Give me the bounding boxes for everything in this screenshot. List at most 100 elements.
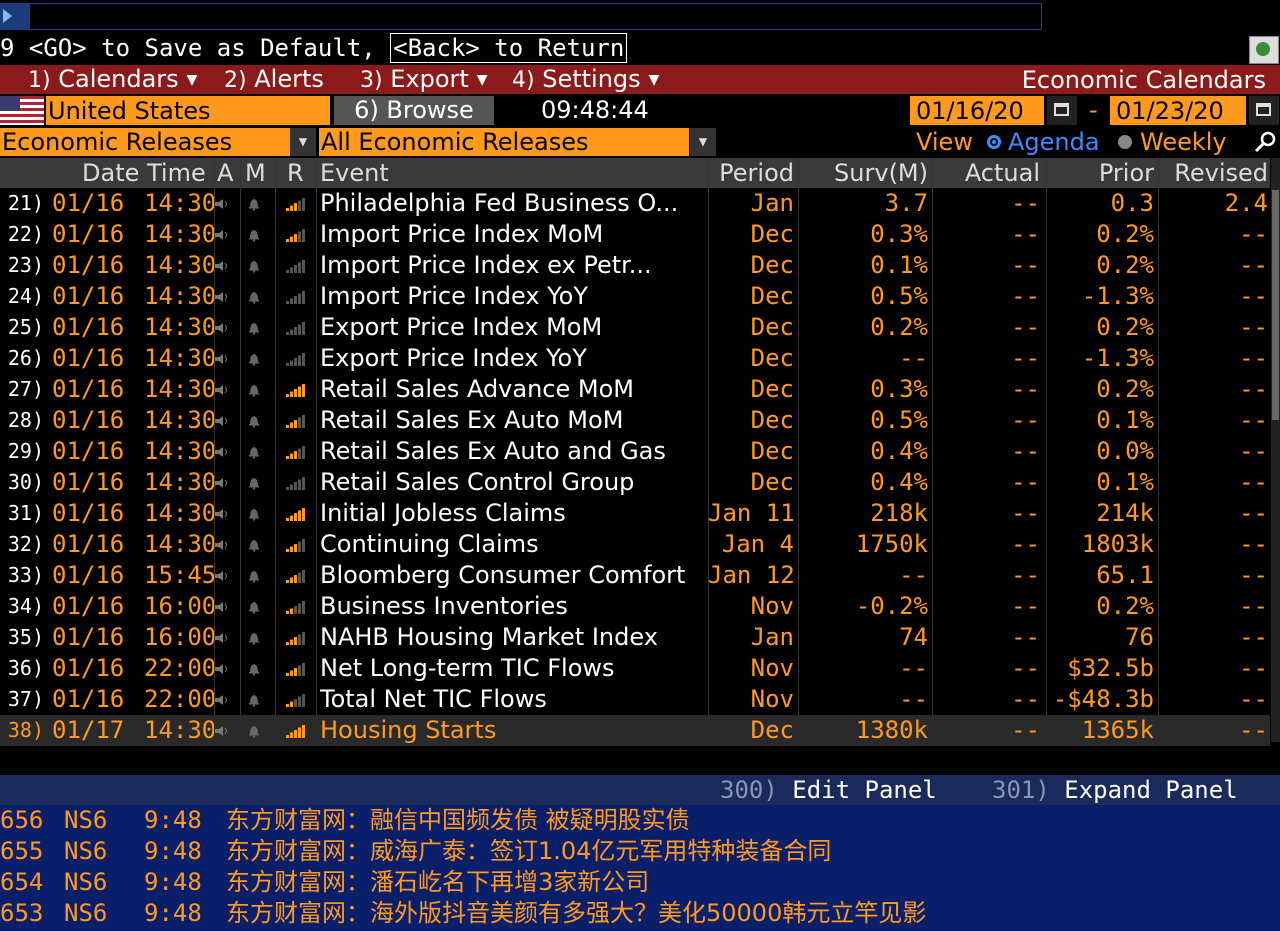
scrollbar[interactable] xyxy=(1271,158,1280,742)
alert-speaker-icon[interactable] xyxy=(215,509,231,519)
bell-icon[interactable] xyxy=(248,600,260,614)
event-name[interactable]: Housing Starts xyxy=(320,716,497,744)
bell-icon[interactable] xyxy=(248,290,260,304)
alert-speaker-icon[interactable] xyxy=(215,354,231,364)
event-name[interactable]: Business Inventories xyxy=(320,592,568,620)
event-name[interactable]: NAHB Housing Market Index xyxy=(320,623,658,651)
news-headline[interactable]: 654 NS6 9:48 东方财富网：潘石屹名下再增3家新公司 xyxy=(0,867,1280,898)
country-selector[interactable]: United States xyxy=(46,96,330,125)
chevron-down-icon[interactable]: ▼ xyxy=(690,128,716,156)
event-name[interactable]: Retail Sales Ex Auto and Gas xyxy=(320,437,666,465)
alert-speaker-icon[interactable] xyxy=(215,323,231,333)
table-row[interactable]: 30) 01/16 14:30 Retail Sales Control Group D… xyxy=(0,467,1270,498)
news-headline[interactable]: 656 NS6 9:48 东方财富网：融信中国频发债 被疑明股实债 xyxy=(0,805,1280,836)
alert-speaker-icon[interactable] xyxy=(215,416,231,426)
menu-settings[interactable]: 4) Settings ▼ xyxy=(512,65,659,94)
table-row[interactable]: 34) 01/16 16:00 Business Inventories Nov -0.2… xyxy=(0,591,1270,622)
col-event[interactable]: Event xyxy=(320,159,389,187)
bell-icon[interactable] xyxy=(248,228,260,242)
alert-speaker-icon[interactable] xyxy=(215,199,231,209)
search-icon[interactable] xyxy=(1252,130,1278,154)
col-revised[interactable]: Revised xyxy=(1174,159,1268,187)
event-name[interactable]: Philadelphia Fed Business O... xyxy=(320,189,679,217)
event-name[interactable]: Export Price Index YoY xyxy=(320,344,587,372)
expand-panel-button[interactable]: 301) Expand Panel xyxy=(992,775,1238,805)
weekly-label[interactable]: Weekly xyxy=(1140,128,1227,156)
event-name[interactable]: Retail Sales Control Group xyxy=(320,468,635,496)
alert-speaker-icon[interactable] xyxy=(215,602,231,612)
col-actual[interactable]: Actual xyxy=(964,159,1040,187)
subcategory-dropdown[interactable]: All Economic Releases xyxy=(319,128,689,156)
event-name[interactable]: Total Net TIC Flows xyxy=(320,685,547,713)
col-datetime[interactable]: Date Time xyxy=(82,159,206,187)
table-row[interactable]: 28) 01/16 14:30 Retail Sales Ex Auto MoM Dec… xyxy=(0,405,1270,436)
alert-speaker-icon[interactable] xyxy=(215,726,231,736)
col-period[interactable]: Period xyxy=(719,159,794,187)
event-name[interactable]: Continuing Claims xyxy=(320,530,539,558)
event-name[interactable]: Export Price Index MoM xyxy=(320,313,603,341)
alert-speaker-icon[interactable] xyxy=(215,695,231,705)
table-row[interactable]: 27) 01/16 14:30 Retail Sales Advance MoM Dec… xyxy=(0,374,1270,405)
command-line-input[interactable] xyxy=(0,3,1042,30)
alert-speaker-icon[interactable] xyxy=(215,571,231,581)
alert-speaker-icon[interactable] xyxy=(215,633,231,643)
menu-alerts[interactable]: 2) Alerts xyxy=(224,65,324,94)
col-survey[interactable]: Surv(M) xyxy=(834,159,928,187)
news-headline[interactable]: 655 NS6 9:48 东方财富网：威海广泰：签订1.04亿元军用特种装备合同 xyxy=(0,836,1280,867)
table-row[interactable]: 32) 01/16 14:30 Continuing Claims Jan 4 1750k… xyxy=(0,529,1270,560)
bell-icon[interactable] xyxy=(248,662,260,676)
bell-icon[interactable] xyxy=(248,383,260,397)
bell-icon[interactable] xyxy=(248,693,260,707)
bell-icon[interactable] xyxy=(248,569,260,583)
bell-icon[interactable] xyxy=(248,352,260,366)
table-row[interactable]: 37) 01/16 22:00 Total Net TIC Flows Nov -- -- -… xyxy=(0,684,1270,715)
bell-icon[interactable] xyxy=(248,197,260,211)
chevron-down-icon[interactable]: ▼ xyxy=(290,128,316,156)
bell-icon[interactable] xyxy=(248,476,260,490)
bell-icon[interactable] xyxy=(248,445,260,459)
alert-speaker-icon[interactable] xyxy=(215,230,231,240)
alert-speaker-icon[interactable] xyxy=(215,447,231,457)
table-row[interactable]: 21) 01/16 14:30 Philadelphia Fed Business O… xyxy=(0,188,1270,219)
alert-speaker-icon[interactable] xyxy=(215,385,231,395)
col-prior[interactable]: Prior xyxy=(1098,159,1154,187)
calendar-icon[interactable] xyxy=(1249,96,1279,125)
bell-icon[interactable] xyxy=(248,538,260,552)
table-row[interactable]: 24) 01/16 14:30 Import Price Index YoY Dec 0.… xyxy=(0,281,1270,312)
bell-icon[interactable] xyxy=(248,507,260,521)
table-row[interactable]: 22) 01/16 14:30 Import Price Index MoM Dec 0.… xyxy=(0,219,1270,250)
bell-icon[interactable] xyxy=(248,631,260,645)
table-row[interactable]: 23) 01/16 14:30 Import Price Index ex Petr.… xyxy=(0,250,1270,281)
bell-icon[interactable] xyxy=(248,414,260,428)
agenda-radio[interactable] xyxy=(987,135,1001,149)
back-to-return-button[interactable]: <Back> to Return xyxy=(390,33,628,63)
event-name[interactable]: Bloomberg Consumer Comfort xyxy=(320,561,686,589)
launchpad-icon[interactable] xyxy=(1249,36,1279,64)
table-row[interactable]: 26) 01/16 14:30 Export Price Index YoY Dec --… xyxy=(0,343,1270,374)
menu-calendars[interactable]: 1) Calendars ▼ xyxy=(28,65,197,94)
bell-icon[interactable] xyxy=(248,724,260,738)
news-headline[interactable]: 653 NS6 9:48 东方财富网：海外版抖音美颜有多强大？美化50000韩元立竿见… xyxy=(0,898,1280,929)
table-row[interactable]: 35) 01/16 16:00 NAHB Housing Market Index Ja… xyxy=(0,622,1270,653)
table-row[interactable]: 29) 01/16 14:30 Retail Sales Ex Auto and Ga… xyxy=(0,436,1270,467)
event-name[interactable]: Retail Sales Advance MoM xyxy=(320,375,634,403)
weekly-radio[interactable] xyxy=(1118,135,1132,149)
table-row[interactable]: 25) 01/16 14:30 Export Price Index MoM Dec 0.… xyxy=(0,312,1270,343)
alert-speaker-icon[interactable] xyxy=(215,261,231,271)
alert-speaker-icon[interactable] xyxy=(215,540,231,550)
table-row[interactable]: 33) 01/16 15:45 Bloomberg Consumer Comfort J… xyxy=(0,560,1270,591)
alert-speaker-icon[interactable] xyxy=(215,292,231,302)
alert-speaker-icon[interactable] xyxy=(215,664,231,674)
event-name[interactable]: Initial Jobless Claims xyxy=(320,499,566,527)
agenda-label[interactable]: Agenda xyxy=(1008,128,1100,156)
col-relevance[interactable]: R xyxy=(287,159,304,187)
alert-speaker-icon[interactable] xyxy=(215,478,231,488)
bell-icon[interactable] xyxy=(248,321,260,335)
start-date-input[interactable]: 01/16/20 xyxy=(910,96,1044,125)
end-date-input[interactable]: 01/23/20 xyxy=(1110,96,1246,125)
event-name[interactable]: Import Price Index YoY xyxy=(320,282,588,310)
scrollbar-thumb[interactable] xyxy=(1272,190,1279,420)
table-row[interactable]: 38) 01/17 14:30 Housing Starts Dec 1380k -- 136… xyxy=(0,715,1270,746)
col-alert[interactable]: A xyxy=(217,159,234,187)
category-dropdown[interactable]: Economic Releases xyxy=(0,128,290,156)
